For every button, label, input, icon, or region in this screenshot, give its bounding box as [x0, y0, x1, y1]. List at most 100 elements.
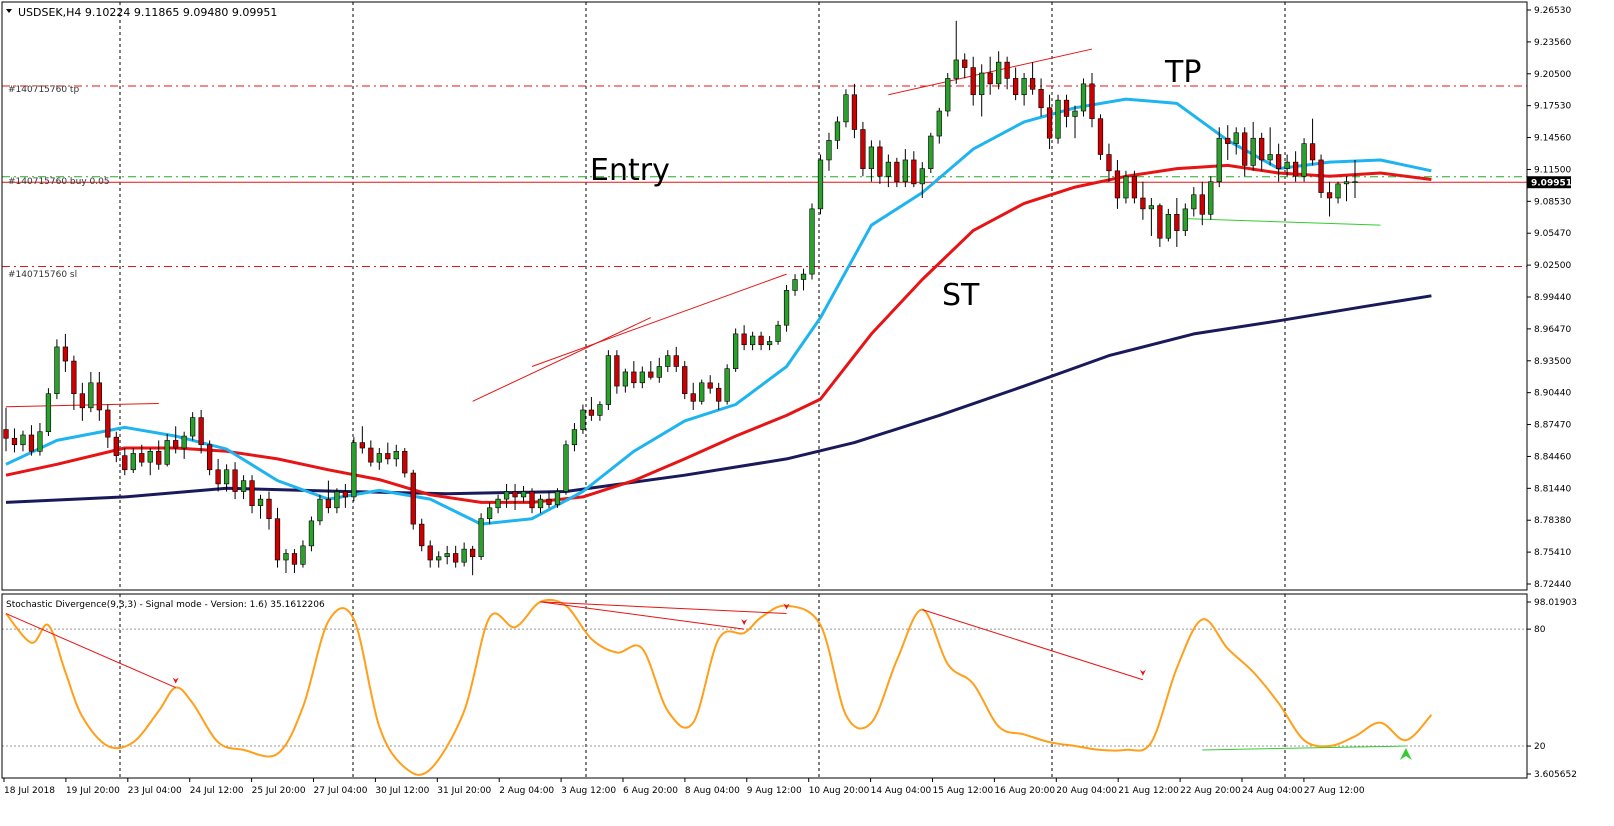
candle-bear[interactable]	[1157, 205, 1163, 239]
candle-bear[interactable]	[707, 382, 713, 389]
candle-bull[interactable]	[834, 121, 841, 141]
candle-bull[interactable]	[622, 371, 628, 387]
candle-bear[interactable]	[1309, 143, 1316, 161]
candle-bull[interactable]	[945, 78, 951, 112]
candle-bull[interactable]	[843, 94, 849, 123]
candle-bull[interactable]	[1335, 183, 1341, 199]
candle-bear[interactable]	[122, 455, 128, 471]
candle-bull[interactable]	[749, 335, 756, 346]
candle-bull[interactable]	[733, 333, 739, 369]
candle-bull[interactable]	[554, 491, 561, 505]
candle-bull[interactable]	[130, 453, 136, 471]
candle-bull[interactable]	[605, 355, 612, 405]
candle-bear[interactable]	[962, 59, 968, 68]
candle-bull[interactable]	[775, 324, 781, 342]
candle-bear[interactable]	[410, 472, 416, 525]
candle-bear[interactable]	[206, 444, 213, 471]
candle-bull[interactable]	[1055, 99, 1061, 139]
candle-bull[interactable]	[724, 368, 730, 402]
candle-bull[interactable]	[20, 434, 26, 446]
candle-bear[interactable]	[71, 360, 77, 394]
price-pane[interactable]	[2, 2, 1527, 590]
candle-bear[interactable]	[453, 553, 459, 563]
candle-bear[interactable]	[1199, 194, 1205, 215]
candle-bull[interactable]	[37, 431, 43, 452]
candle-bear[interactable]	[139, 453, 145, 463]
candle-bear[interactable]	[249, 480, 255, 506]
candle-bear[interactable]	[588, 409, 595, 416]
candle-bear[interactable]	[274, 518, 281, 561]
candle-bull[interactable]	[436, 556, 442, 561]
candle-bear[interactable]	[673, 355, 679, 367]
candle-bear[interactable]	[232, 469, 238, 492]
candle-bear[interactable]	[1106, 154, 1112, 172]
candle-bear[interactable]	[911, 159, 917, 185]
candle-bull[interactable]	[1148, 205, 1155, 210]
candle-bull[interactable]	[376, 453, 382, 463]
candle-bull[interactable]	[1343, 181, 1350, 185]
candle-bull[interactable]	[1301, 143, 1307, 177]
candle-bear[interactable]	[1097, 118, 1104, 155]
candle-bear[interactable]	[690, 393, 696, 402]
candle-bear[interactable]	[1318, 159, 1324, 193]
candle-bull[interactable]	[809, 208, 815, 275]
candle-bear[interactable]	[877, 146, 883, 177]
candle-bull[interactable]	[928, 135, 934, 169]
candle-bear[interactable]	[385, 453, 391, 460]
candle-bear[interactable]	[1012, 78, 1019, 96]
candle-bear[interactable]	[1089, 83, 1095, 119]
candle-bull[interactable]	[240, 480, 247, 492]
candle-bear[interactable]	[614, 355, 620, 387]
candle-bear[interactable]	[716, 387, 722, 402]
candle-bull[interactable]	[393, 450, 399, 460]
candle-bear[interactable]	[62, 346, 69, 362]
candle-bull[interactable]	[817, 159, 824, 210]
candle-bull[interactable]	[656, 366, 662, 378]
candle-bear[interactable]	[1029, 78, 1036, 90]
candle-bear[interactable]	[11, 437, 18, 446]
candle-bull[interactable]	[826, 140, 832, 161]
candle-bull[interactable]	[792, 279, 798, 291]
candle-bear[interactable]	[1140, 197, 1146, 210]
candle-bull[interactable]	[766, 341, 773, 346]
candle-bear[interactable]	[266, 498, 272, 519]
candle-bull[interactable]	[885, 161, 891, 177]
candle-bull[interactable]	[580, 409, 586, 430]
candle-bull[interactable]	[351, 442, 357, 498]
candle-bull[interactable]	[334, 491, 340, 509]
candle-bull[interactable]	[317, 498, 323, 522]
candle-bear[interactable]	[1046, 107, 1053, 139]
candle-bear[interactable]	[215, 469, 221, 485]
candle-bull[interactable]	[520, 491, 527, 498]
candle-bull[interactable]	[300, 545, 306, 565]
candle-bull[interactable]	[164, 440, 170, 465]
candle-bull[interactable]	[919, 168, 925, 185]
candle-bear[interactable]	[546, 498, 552, 505]
candle-bull[interactable]	[503, 491, 510, 500]
candle-bull[interactable]	[953, 59, 959, 79]
candle-bull[interactable]	[1165, 214, 1171, 239]
candle-bear[interactable]	[427, 545, 433, 561]
candle-bear[interactable]	[1174, 214, 1180, 231]
candle-bull[interactable]	[902, 159, 908, 182]
candle-bear[interactable]	[79, 393, 85, 409]
candle-bull[interactable]	[1284, 161, 1290, 169]
candle-bear[interactable]	[419, 523, 425, 547]
candle-bear[interactable]	[198, 417, 204, 446]
candle-bull[interactable]	[478, 518, 484, 558]
candle-bull[interactable]	[537, 498, 544, 509]
candle-bear[interactable]	[342, 491, 349, 498]
candle-bull[interactable]	[1216, 137, 1222, 182]
candle-bear[interactable]	[1276, 154, 1282, 169]
candle-bear[interactable]	[470, 548, 476, 558]
candle-bull[interactable]	[223, 469, 230, 485]
candle-bull[interactable]	[1250, 137, 1256, 166]
candle-bear[interactable]	[741, 333, 747, 346]
candle-bear[interactable]	[851, 94, 858, 130]
candle-bear[interactable]	[1242, 132, 1248, 166]
candle-bull[interactable]	[88, 382, 94, 409]
candle-bear[interactable]	[368, 447, 374, 463]
candle-bull[interactable]	[665, 355, 671, 367]
candle-bear[interactable]	[860, 129, 866, 169]
candle-bear[interactable]	[113, 436, 119, 456]
